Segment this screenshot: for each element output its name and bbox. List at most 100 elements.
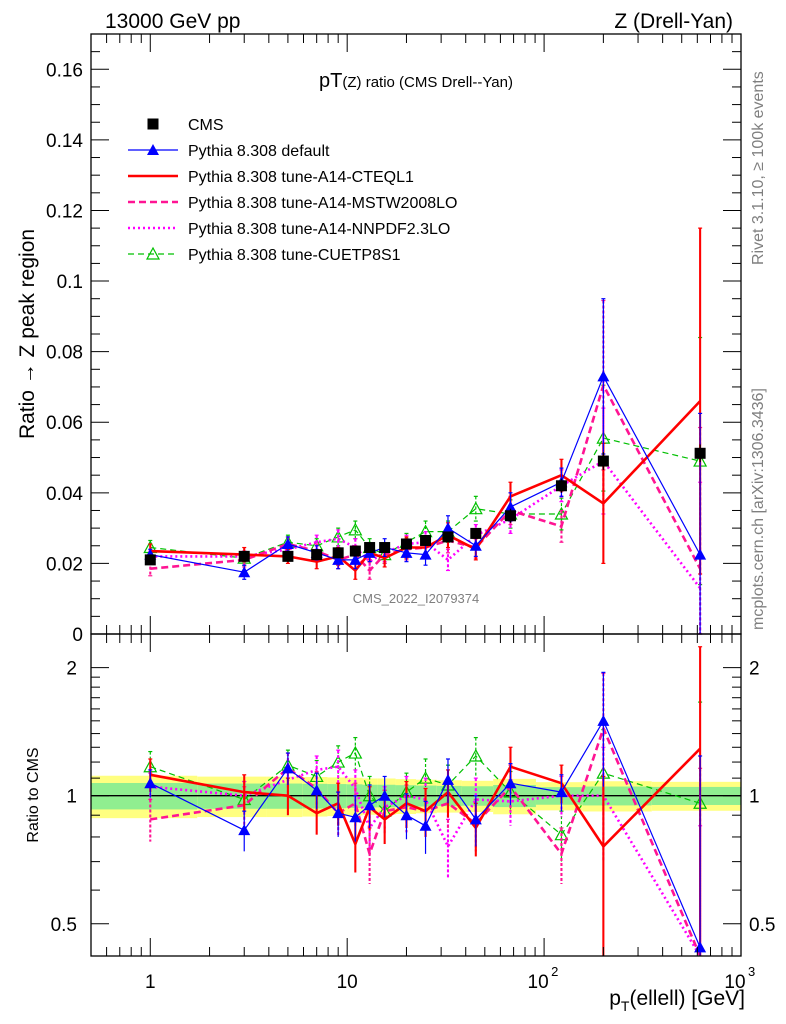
data-point bbox=[470, 527, 482, 539]
plot-title: pT(Z) ratio (CMS Drell--Yan) bbox=[319, 70, 513, 92]
y-tick-label: 0.1 bbox=[57, 272, 83, 293]
data-point bbox=[555, 480, 567, 492]
data-point bbox=[348, 522, 363, 536]
x-tick-exponent: 3 bbox=[748, 964, 755, 979]
y-tick-label-right: 1 bbox=[749, 787, 760, 808]
main-y-axis-label: Ratio → Z peak region bbox=[16, 229, 39, 439]
series-line bbox=[150, 375, 701, 573]
data-point bbox=[379, 542, 391, 554]
data-point bbox=[281, 762, 294, 774]
data-point bbox=[363, 799, 376, 811]
data-point bbox=[281, 538, 294, 549]
data-point bbox=[504, 500, 517, 512]
data-point bbox=[419, 548, 432, 560]
data-point bbox=[419, 819, 432, 831]
data-point bbox=[694, 447, 706, 459]
y-tick-label: 2 bbox=[66, 659, 77, 680]
legend-label: Pythia 8.308 tune-A14-NNPDF2.3LO bbox=[188, 221, 450, 238]
data-point bbox=[238, 824, 251, 836]
legend-marker bbox=[145, 246, 161, 260]
legend-marker bbox=[147, 144, 159, 155]
data-point bbox=[348, 745, 363, 759]
y-tick-label-right: 0.5 bbox=[749, 915, 775, 936]
data-point bbox=[378, 789, 391, 801]
series-line bbox=[150, 727, 702, 957]
x-tick-label: 10 bbox=[337, 972, 358, 993]
plot-title-main: pT bbox=[319, 70, 342, 92]
y-tick-label: 0.5 bbox=[51, 915, 77, 936]
legend: CMS Pythia 8.308 default Pythia 8.308 tune… bbox=[128, 117, 457, 264]
y-tick-label-right: 2 bbox=[749, 659, 760, 680]
series-line bbox=[150, 459, 702, 589]
y-tick-label: 0.14 bbox=[46, 131, 83, 152]
main-panel: 0 0.02 0.04 0.06 0.08 0.1 0.12 0.14 0.16 pT(Z) r… bbox=[16, 33, 742, 646]
data-point bbox=[349, 811, 362, 823]
data-point bbox=[469, 539, 482, 551]
y-tick-label: 1 bbox=[66, 787, 77, 808]
y-tick-label: 0.16 bbox=[46, 60, 83, 81]
data-point bbox=[468, 748, 483, 762]
y-tick-label: 0.12 bbox=[46, 201, 83, 222]
data-point bbox=[349, 545, 361, 557]
data-point bbox=[441, 522, 454, 534]
main-series-layer bbox=[143, 227, 708, 635]
ratio-y-axis-label: Ratio to CMS bbox=[25, 747, 42, 842]
data-point bbox=[504, 777, 517, 789]
analysis-watermark: CMS_2022_I2079374 bbox=[353, 591, 480, 606]
data-point bbox=[468, 501, 483, 515]
x-tick-label: 10 bbox=[528, 972, 549, 993]
data-point bbox=[238, 550, 250, 562]
series-data bbox=[144, 444, 706, 566]
main-axes: 0 0.02 0.04 0.06 0.08 0.1 0.12 0.14 0.16 bbox=[46, 33, 742, 646]
data-point bbox=[364, 542, 376, 554]
series-line bbox=[150, 765, 702, 957]
ratio-series-layer bbox=[91, 646, 741, 957]
data-point bbox=[144, 777, 157, 789]
data-point bbox=[310, 784, 323, 796]
data-point bbox=[469, 813, 482, 825]
ratio-frame bbox=[90, 633, 742, 957]
data-point bbox=[400, 538, 412, 550]
legend-label: Pythia 8.308 tune-CUETP8S1 bbox=[188, 247, 401, 264]
header-right: Z (Drell-Yan) bbox=[614, 10, 733, 33]
legend-label: Pythia 8.308 default bbox=[188, 143, 330, 160]
y-tick-label: 0.06 bbox=[46, 413, 83, 434]
data-point bbox=[441, 773, 454, 785]
mcplots-reference-label: mcplots.cern.ch [arXiv:1306.3436] bbox=[750, 388, 767, 630]
data-point bbox=[597, 714, 610, 726]
data-point bbox=[332, 547, 344, 559]
data-point bbox=[555, 786, 568, 798]
data-point bbox=[420, 534, 432, 546]
legend-label: Pythia 8.308 tune-A14-CTEQL1 bbox=[188, 169, 414, 186]
x-axis-label-sub: T bbox=[621, 998, 630, 1014]
data-point bbox=[400, 546, 413, 558]
legend-label: CMS bbox=[188, 117, 224, 134]
data-point bbox=[694, 548, 707, 560]
x-axis-label: pT(ellell) [GeV] bbox=[609, 987, 745, 1014]
data-point bbox=[332, 553, 345, 565]
series-3 bbox=[148, 299, 703, 635]
data-point bbox=[332, 807, 345, 819]
rivet-version-label: Rivet 3.1.10, ≥ 100k events bbox=[750, 71, 767, 265]
series-line bbox=[150, 437, 701, 559]
series-1 bbox=[144, 298, 707, 635]
legend-marker bbox=[147, 118, 159, 130]
data-point bbox=[282, 550, 294, 562]
x-tick-exponent: 2 bbox=[551, 964, 558, 979]
y-tick-label: 0.02 bbox=[46, 554, 83, 575]
data-point bbox=[400, 809, 413, 821]
series-line bbox=[150, 400, 702, 572]
x-axis-label-rest: (ellell) [GeV] bbox=[629, 987, 745, 1010]
series-line bbox=[150, 747, 702, 848]
data-point bbox=[442, 531, 454, 543]
y-tick-label: 0.04 bbox=[46, 484, 83, 505]
data-point bbox=[238, 566, 251, 578]
data-point bbox=[144, 554, 156, 566]
y-tick-label: 0 bbox=[72, 625, 83, 646]
data-point bbox=[504, 510, 516, 522]
data-point bbox=[597, 455, 609, 467]
y-tick-label: 0.08 bbox=[46, 343, 83, 364]
